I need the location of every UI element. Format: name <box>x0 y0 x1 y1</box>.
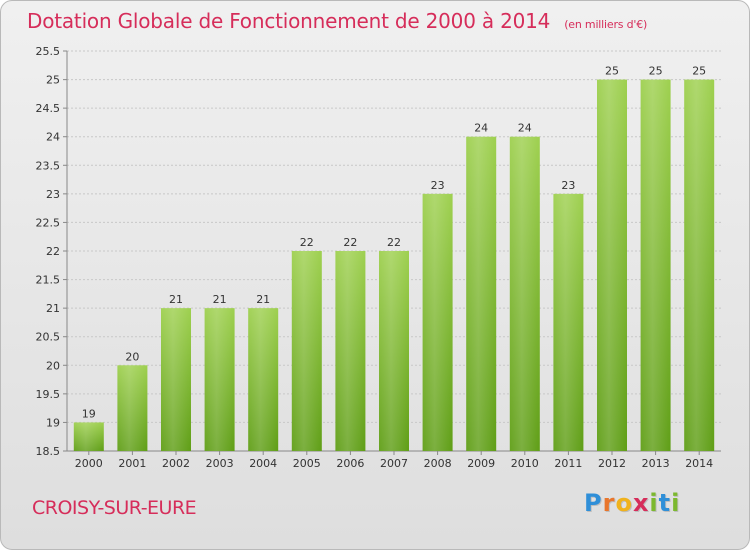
bar-highlight <box>204 308 235 451</box>
bar-highlight <box>291 251 322 451</box>
bar-highlight <box>553 193 584 451</box>
town-name: CROISY-SUR-EURE <box>32 497 197 519</box>
data-label: 21 <box>213 293 227 306</box>
data-label: 21 <box>169 293 183 306</box>
chart-title: Dotation Globale de Fonctionnement de 20… <box>27 9 647 33</box>
data-label: 22 <box>387 236 401 249</box>
bar-highlight <box>684 79 715 452</box>
y-tick-label: 22.5 <box>36 216 61 229</box>
bar-highlight <box>466 136 497 451</box>
y-tick-label: 21.5 <box>36 274 61 287</box>
bar-highlight <box>73 422 104 451</box>
bars <box>73 79 715 452</box>
y-tick-label: 23 <box>46 188 60 201</box>
bar-highlight <box>335 251 366 451</box>
y-tick-label: 24 <box>46 131 60 144</box>
data-label: 19 <box>82 407 96 420</box>
y-tick-label: 23.5 <box>36 159 61 172</box>
bar-highlight <box>248 308 279 451</box>
x-tick-label: 2007 <box>380 457 408 470</box>
y-tick-label: 19 <box>46 416 60 429</box>
x-tick-label: 2000 <box>75 457 103 470</box>
y-tick-label: 21 <box>46 302 60 315</box>
x-tick-label: 2003 <box>206 457 234 470</box>
x-tick-labels: 2000 2001 2002 2003 2004 2005 2006 2007 2008 2009… <box>75 457 713 470</box>
logo-letter: r <box>602 489 616 517</box>
data-label: 22 <box>300 236 314 249</box>
data-label: 23 <box>431 179 445 192</box>
y-tick-label: 18.5 <box>36 445 61 458</box>
x-tick-label: 2011 <box>554 457 582 470</box>
x-tick-label: 2004 <box>249 457 277 470</box>
x-tick-label: 2001 <box>118 457 146 470</box>
logo-letter: i <box>671 489 681 517</box>
data-label: 23 <box>561 179 575 192</box>
x-tick-label: 2009 <box>467 457 495 470</box>
data-label: 25 <box>605 65 619 78</box>
x-tick-label: 2013 <box>642 457 670 470</box>
y-tick-label: 22 <box>46 245 60 258</box>
proxiti-logo: Proxiti <box>584 489 680 517</box>
data-label: 25 <box>692 65 706 78</box>
chart-unit: (en milliers d'€) <box>564 18 648 31</box>
bar-highlight <box>640 79 671 452</box>
data-label: 21 <box>256 293 270 306</box>
data-label: 22 <box>343 236 357 249</box>
data-label: 25 <box>649 65 663 78</box>
data-label: 20 <box>125 350 139 363</box>
x-tick-label: 2008 <box>424 457 452 470</box>
x-tick-label: 2014 <box>685 457 713 470</box>
y-tick-labels: 18.5 19 19.5 20 20.5 21 21.5 22 22.5 23 23.5 24 24.5… <box>36 45 61 458</box>
data-label: 24 <box>518 122 532 135</box>
chart-title-text: Dotation Globale de Fonctionnement de 20… <box>27 9 551 33</box>
bar-highlight <box>509 136 540 451</box>
logo-letter: i <box>649 489 659 517</box>
data-label: 24 <box>474 122 488 135</box>
y-tick-label: 25 <box>46 74 60 87</box>
x-tick-label: 2010 <box>511 457 539 470</box>
bar-highlight <box>117 365 148 451</box>
logo-letter: o <box>615 489 633 517</box>
bar-highlight <box>161 308 191 451</box>
logo-letter: t <box>658 489 672 517</box>
y-tick-label: 20.5 <box>36 331 61 344</box>
x-tick-label: 2006 <box>336 457 364 470</box>
logo-letter: P <box>584 489 603 517</box>
x-tick-label: 2002 <box>162 457 190 470</box>
x-tick-label: 2005 <box>293 457 321 470</box>
data-labels: 19 20 21 21 21 22 22 22 23 24 24 23 25 25 25 <box>82 65 706 421</box>
y-tick-label: 25.5 <box>36 45 61 58</box>
bar-highlight <box>422 193 453 451</box>
y-tick-label: 19.5 <box>36 388 61 401</box>
y-tick-label: 20 <box>46 359 60 372</box>
bar-highlight <box>379 251 409 451</box>
logo-letter: x <box>632 489 650 517</box>
x-tick-label: 2012 <box>598 457 626 470</box>
y-tick-label: 24.5 <box>36 102 61 115</box>
bar-highlight <box>597 79 627 452</box>
